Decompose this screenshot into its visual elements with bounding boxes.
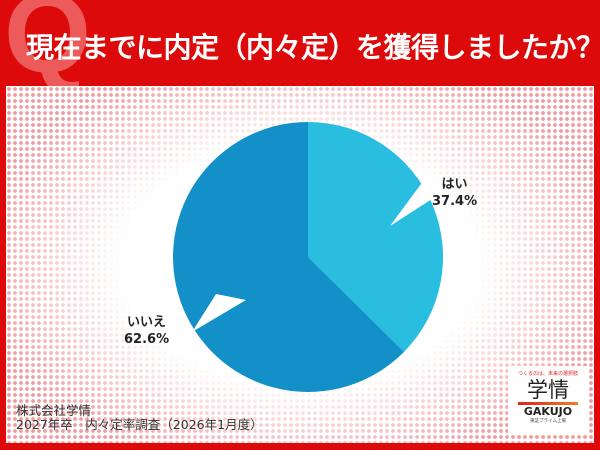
source-company: 株式会社学情 <box>16 403 92 418</box>
chart-panel: はい 37.4% いいえ 62.6% <box>6 86 594 443</box>
slice-value-yes: 37.4% <box>432 194 478 209</box>
slice-label-yes: はい 37.4% <box>432 176 477 210</box>
slice-value-no: 62.6% <box>124 332 170 347</box>
source-survey: 2027年卒 内々定率調査（2026年1月度） <box>16 417 263 432</box>
gakujo-logo: つくるのは、未来の選択肢 学情 GAKUJO 東証プライム上場 <box>508 366 588 434</box>
slice-label-yes-text: はい <box>441 177 468 192</box>
logo-kanji: 学情 <box>527 378 569 402</box>
logo-name: GAKUJO <box>523 405 573 418</box>
page-title: 現在までに内定（内々定）を獲得しましたか？ <box>26 31 600 64</box>
callout-pointer-0 <box>390 180 446 226</box>
pie-slice-0 <box>308 122 444 352</box>
pie-chart <box>173 122 446 392</box>
source-note: 株式会社学情 2027年卒 内々定率調査（2026年1月度） <box>16 404 263 432</box>
logo-bar <box>518 402 578 405</box>
pie-slice-1 <box>173 122 405 392</box>
slice-label-no: いいえ 62.6% <box>124 314 169 348</box>
callout-pointer-1 <box>192 294 246 332</box>
logo-sub: 東証プライム上場 <box>530 419 566 424</box>
q-mark: Q <box>4 0 92 96</box>
logo-tagline: つくるのは、未来の選択肢 <box>518 371 578 377</box>
slice-label-no-text: いいえ <box>127 315 167 330</box>
